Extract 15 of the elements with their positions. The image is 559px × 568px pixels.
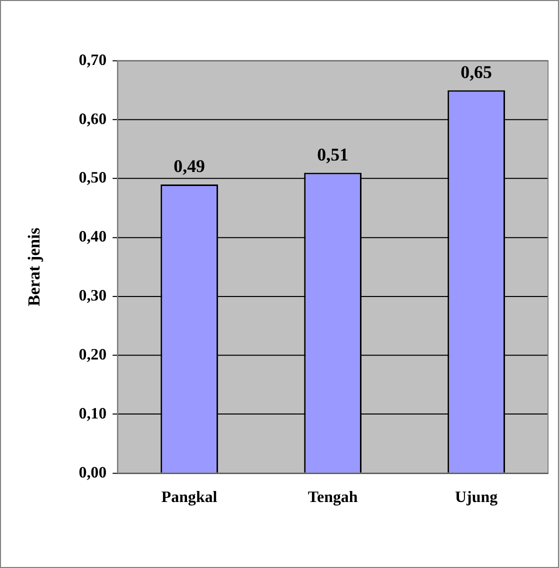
data-label: 0,65 (460, 62, 492, 82)
data-label: 0,49 (174, 156, 206, 176)
x-tick-label: Ujung (455, 488, 498, 506)
y-tick-label: 0,60 (78, 110, 107, 128)
x-tick-label: Tengah (308, 488, 358, 506)
y-axis-title: Berat jenis (24, 227, 44, 306)
x-tick-label: Pangkal (161, 488, 218, 506)
y-tick-label: 0,10 (78, 405, 107, 422)
y-tick-label: 0,70 (78, 52, 107, 69)
y-tick-label: 0,30 (78, 288, 107, 305)
data-label: 0,51 (317, 144, 349, 164)
y-tick-label: 0,50 (78, 170, 107, 187)
y-tick-label: 0,00 (78, 464, 107, 482)
y-tick-label: 0,20 (78, 346, 107, 364)
y-tick-label: 0,40 (78, 228, 107, 246)
